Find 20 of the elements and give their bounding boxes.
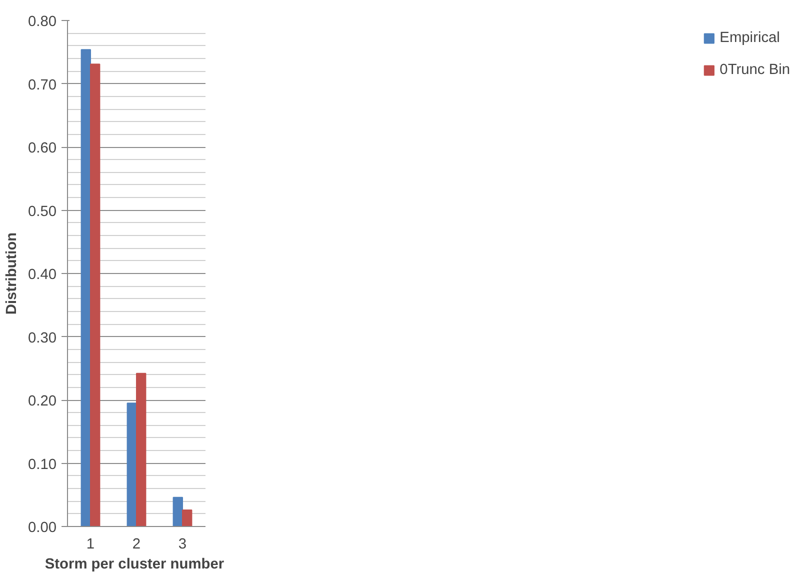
y-tick-label: 0.50	[28, 204, 57, 220]
legend-label: Empirical	[720, 30, 780, 46]
x-tick-label: 2	[132, 536, 141, 552]
y-tick-label: 0.80	[28, 14, 57, 30]
y-tick-label: 0.70	[28, 77, 57, 94]
y-axis-title: Distribution	[4, 232, 20, 315]
x-axis-title: Storm per cluster number	[44, 556, 224, 572]
y-tick-label: 0.20	[28, 394, 57, 410]
bar	[136, 372, 146, 526]
bar	[172, 496, 183, 526]
legend-label: 0Trunc Bin	[720, 62, 790, 78]
bar	[182, 510, 192, 526]
x-tick-label: 1	[86, 536, 95, 552]
y-tick-label: 0.60	[28, 140, 57, 156]
y-tick-label: 0.30	[28, 330, 57, 346]
y-tick-label: 0.10	[28, 456, 57, 473]
bar	[90, 64, 100, 526]
y-tick-label: 0.40	[28, 267, 57, 283]
y-tick-label: 0.00	[28, 520, 57, 536]
x-tick-label: 3	[178, 536, 187, 552]
